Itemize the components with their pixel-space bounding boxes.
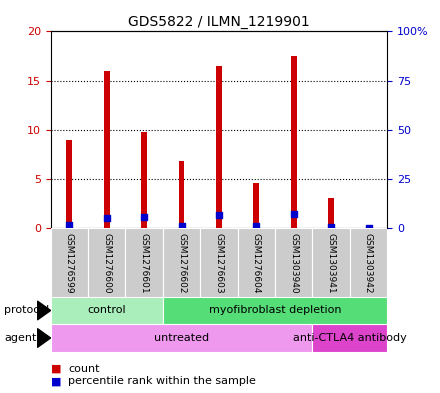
Bar: [179, 161, 184, 228]
Bar: [51, 297, 163, 324]
Bar: [216, 66, 222, 228]
Bar: [66, 140, 72, 228]
Bar: [350, 228, 387, 297]
Text: GSM1276603: GSM1276603: [214, 233, 224, 294]
Text: myofibroblast depletion: myofibroblast depletion: [209, 305, 341, 316]
Bar: [328, 198, 334, 228]
Bar: [141, 132, 147, 228]
Point: [178, 223, 185, 230]
Text: GSM1303942: GSM1303942: [364, 233, 373, 294]
Text: protocol: protocol: [4, 305, 50, 316]
Title: GDS5822 / ILMN_1219901: GDS5822 / ILMN_1219901: [128, 15, 310, 29]
Text: GSM1276600: GSM1276600: [102, 233, 111, 294]
Bar: [312, 228, 350, 297]
Point: [365, 225, 372, 231]
Point: [327, 224, 335, 230]
Polygon shape: [37, 301, 51, 320]
Text: GSM1276602: GSM1276602: [177, 233, 186, 294]
Bar: [163, 228, 200, 297]
Bar: [200, 228, 238, 297]
Text: anti-CTLA4 antibody: anti-CTLA4 antibody: [293, 333, 407, 343]
Bar: [51, 324, 312, 352]
Bar: [104, 71, 110, 228]
Text: ■: ■: [51, 376, 61, 386]
Text: GSM1303940: GSM1303940: [289, 233, 298, 294]
Bar: [51, 228, 88, 297]
Text: percentile rank within the sample: percentile rank within the sample: [68, 376, 256, 386]
Point: [253, 223, 260, 230]
Polygon shape: [37, 329, 51, 347]
Text: GSM1303941: GSM1303941: [326, 233, 336, 294]
Point: [216, 212, 222, 218]
Bar: [238, 228, 275, 297]
Point: [141, 214, 148, 220]
Text: GSM1276599: GSM1276599: [65, 233, 74, 294]
Bar: [163, 297, 387, 324]
Point: [66, 222, 73, 228]
Bar: [125, 228, 163, 297]
Text: count: count: [68, 364, 100, 374]
Text: untreated: untreated: [154, 333, 209, 343]
Text: ■: ■: [51, 364, 61, 374]
Text: control: control: [88, 305, 126, 316]
Text: GSM1276601: GSM1276601: [139, 233, 149, 294]
Bar: [291, 56, 297, 228]
Text: agent: agent: [4, 333, 37, 343]
Bar: [275, 228, 312, 297]
Text: GSM1276604: GSM1276604: [252, 233, 261, 294]
Point: [290, 211, 297, 217]
Point: [103, 215, 110, 221]
Bar: [253, 183, 259, 228]
Bar: [88, 228, 125, 297]
Bar: [312, 324, 387, 352]
